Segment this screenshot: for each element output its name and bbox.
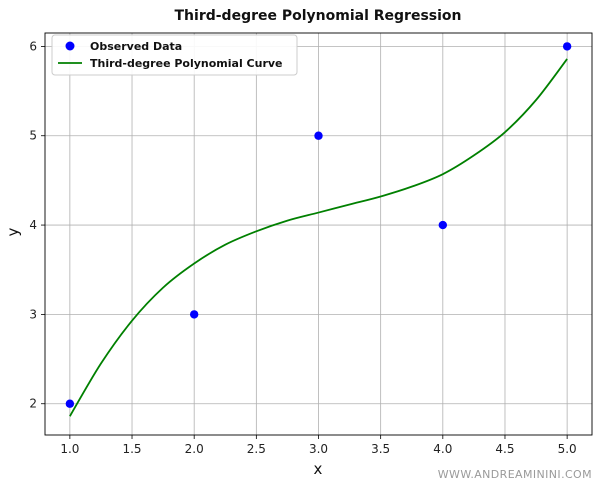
y-tick-label: 3 (29, 307, 37, 321)
ticks: 1.0 1.5 2.0 2.5 3.0 3.5 4.0 4.5 5.0 2 3 4 5 6 (29, 39, 576, 456)
legend-box (51, 34, 298, 76)
x-tick-label: 2.0 (185, 442, 204, 456)
x-tick-label: 3.0 (309, 442, 328, 456)
legend-label-observed: Observed Data (90, 40, 182, 53)
data-point-observed (562, 42, 572, 51)
legend: Observed Data Third-degree Polynomial Cu… (51, 34, 298, 76)
data-point-observed (65, 399, 75, 408)
series-layer (65, 42, 572, 417)
y-tick-label: 4 (29, 218, 37, 232)
y-tick-label: 2 (29, 397, 37, 411)
x-tick-label: 1.5 (122, 442, 141, 456)
grid (45, 33, 592, 435)
x-tick-label: 2.5 (247, 442, 266, 456)
x-tick-label: 5.0 (558, 442, 577, 456)
series-line-polynomial-curve (69, 58, 568, 417)
x-tick-label: 4.0 (433, 442, 452, 456)
x-tick-label: 3.5 (371, 442, 390, 456)
x-tick-label: 4.5 (495, 442, 514, 456)
legend-marker-observed (65, 41, 75, 51)
x-tick-label: 1.0 (60, 442, 79, 456)
legend-label-curve: Third-degree Polynomial Curve (90, 57, 283, 70)
watermark: WWW.ANDREAMININI.COM (438, 468, 592, 481)
y-tick-label: 6 (29, 39, 37, 53)
y-tick-label: 5 (29, 129, 37, 143)
data-point-observed (189, 310, 199, 319)
data-point-observed (438, 220, 448, 230)
y-axis-label: y (4, 227, 22, 236)
chart-title: Third-degree Polynomial Regression (175, 8, 462, 24)
x-axis-label: x (314, 460, 323, 478)
data-point-observed (314, 131, 323, 140)
